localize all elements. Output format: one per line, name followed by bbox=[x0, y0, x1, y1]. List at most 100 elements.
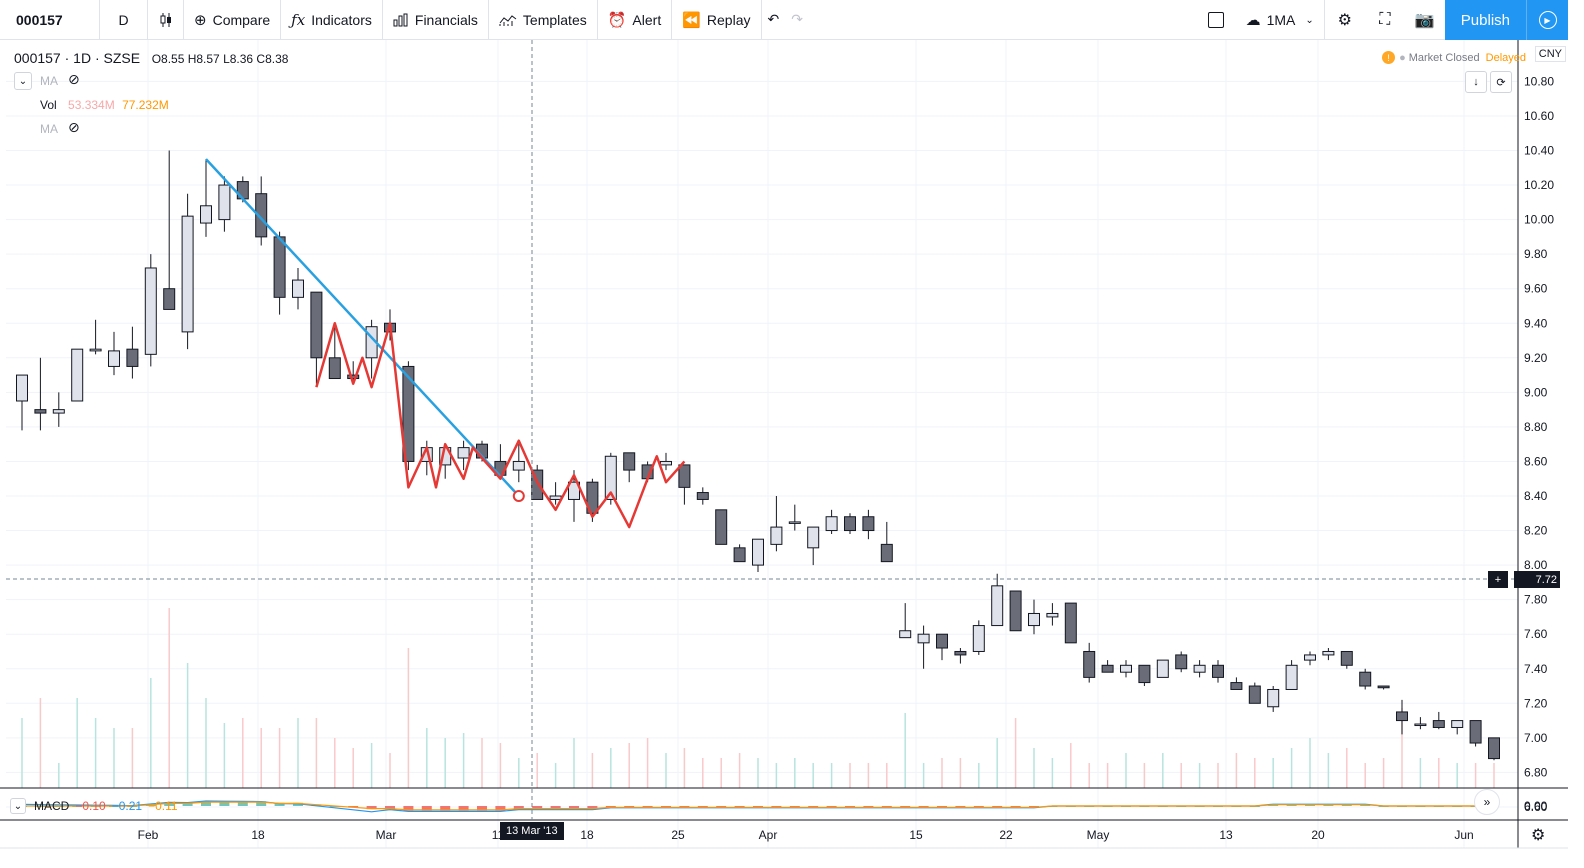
undo-button[interactable]: ↶ bbox=[762, 0, 786, 40]
candle-body bbox=[1267, 688, 1280, 708]
candle-body bbox=[218, 184, 231, 221]
volume-bar bbox=[444, 738, 446, 788]
macd-hist-bar bbox=[182, 802, 193, 806]
arrow-down-icon: ↓ bbox=[1473, 76, 1479, 88]
fullscreen-button[interactable]: ⛶ bbox=[1365, 0, 1405, 40]
x-tick-label: Feb bbox=[138, 828, 159, 842]
volume-bar bbox=[536, 753, 538, 788]
candle-body bbox=[862, 516, 875, 532]
volume-bar bbox=[389, 753, 391, 788]
volume-bar bbox=[205, 698, 207, 788]
volume-bar bbox=[610, 748, 612, 788]
volume-bar bbox=[849, 763, 851, 788]
alarm-clock-icon: ⏰ bbox=[607, 11, 627, 29]
candle-body bbox=[1285, 664, 1298, 690]
candle bbox=[1120, 660, 1132, 678]
candle-body bbox=[1396, 711, 1408, 722]
volume-bar bbox=[150, 678, 152, 788]
volume-bar bbox=[113, 728, 115, 788]
eye-hidden-icon-2[interactable]: ⊘ bbox=[68, 119, 80, 135]
candle bbox=[52, 392, 65, 427]
currency-label[interactable]: CNY bbox=[1534, 46, 1566, 62]
candle bbox=[568, 470, 580, 522]
auto-scale-button[interactable]: ⟳ bbox=[1490, 71, 1512, 93]
chart-type-button[interactable] bbox=[148, 0, 184, 40]
candle bbox=[696, 487, 709, 505]
candle-body bbox=[310, 291, 323, 359]
volume-bar bbox=[1346, 748, 1348, 788]
compare-button[interactable]: ⊕ Compare bbox=[184, 0, 282, 40]
y-tick-label: 8.60 bbox=[1524, 454, 1548, 468]
indicators-label: Indicators bbox=[311, 11, 372, 28]
financials-label: Financials bbox=[414, 11, 478, 28]
templates-button[interactable]: Templates bbox=[489, 0, 598, 40]
market-status: ! ● Market Closed Delayed bbox=[1382, 51, 1526, 64]
eye-hidden-icon[interactable]: ⊘ bbox=[68, 71, 80, 87]
macd-hist-bar bbox=[495, 806, 506, 811]
fullscreen-square-button[interactable] bbox=[1196, 0, 1236, 40]
publish-button[interactable]: Publish bbox=[1444, 0, 1526, 40]
price-chart[interactable]: 10.80 10.60 10.40 10.20 10.00 9.80 9.60 9.40 9.2… bbox=[0, 40, 1584, 868]
candle-body bbox=[788, 521, 801, 524]
info-icon[interactable]: ! bbox=[1382, 51, 1396, 64]
candle-body bbox=[623, 452, 636, 471]
candle-body bbox=[715, 509, 728, 545]
x-tick-label: 22 bbox=[999, 828, 1013, 842]
publish-play-button[interactable]: ▶ bbox=[1526, 0, 1568, 40]
chart-settings-button[interactable]: ⚙ bbox=[1531, 825, 1545, 845]
volume-bar bbox=[518, 758, 520, 788]
symbol-search[interactable]: 000157 bbox=[0, 0, 100, 40]
zigzag-drawing bbox=[315, 322, 686, 529]
financials-button[interactable]: Financials bbox=[383, 0, 489, 40]
candle bbox=[862, 509, 875, 540]
candle-body bbox=[1377, 685, 1390, 689]
vol-value-2: 77.232M bbox=[122, 98, 169, 112]
scroll-down-button[interactable]: ↓ bbox=[1465, 71, 1487, 93]
candle-body bbox=[549, 495, 562, 500]
replay-button[interactable]: ⏪ Replay bbox=[672, 0, 762, 40]
volume-bar bbox=[1382, 758, 1385, 788]
volume-bar bbox=[1033, 748, 1035, 788]
candle-body bbox=[402, 365, 415, 462]
candle bbox=[1340, 650, 1353, 669]
alert-button[interactable]: ⏰ Alert bbox=[598, 0, 673, 40]
macd-zero-label: 0.00 bbox=[1524, 799, 1548, 813]
volume-bars bbox=[21, 608, 1495, 788]
volume-bar bbox=[554, 763, 557, 788]
interval-button[interactable]: D bbox=[100, 0, 148, 40]
volume-bar bbox=[775, 763, 778, 788]
settings-button[interactable]: ⚙ bbox=[1325, 0, 1365, 40]
camera-icon: 📷 bbox=[1414, 12, 1435, 29]
volume-bar bbox=[1106, 763, 1109, 788]
candles bbox=[16, 150, 1500, 761]
volume-bar bbox=[499, 743, 502, 788]
candle bbox=[752, 538, 764, 573]
candle-body bbox=[917, 633, 930, 644]
redo-button[interactable]: ↷ bbox=[785, 0, 809, 40]
candle bbox=[770, 496, 783, 552]
ma-dropdown[interactable]: ☁ 1MA ⌄ bbox=[1236, 0, 1325, 40]
candle bbox=[71, 348, 84, 402]
scroll-right-button[interactable]: » bbox=[1474, 789, 1500, 815]
candle-body bbox=[770, 526, 783, 545]
chevron-down-icon: ⌄ bbox=[18, 75, 28, 87]
collapse-legend-button[interactable]: ⌄ bbox=[14, 72, 32, 90]
volume-bar bbox=[830, 763, 833, 788]
candle-body bbox=[1138, 664, 1151, 684]
candle bbox=[1396, 699, 1408, 735]
snapshot-button[interactable]: 📷 bbox=[1405, 0, 1445, 40]
collapse-macd-button[interactable]: ⌄ bbox=[10, 798, 26, 814]
candle bbox=[1377, 685, 1390, 690]
candle bbox=[181, 193, 194, 350]
volume-bar bbox=[628, 743, 630, 788]
alert-label: Alert bbox=[632, 11, 662, 28]
x-tick-label: 25 bbox=[671, 828, 685, 842]
indicators-button[interactable]: ƒx Indicators bbox=[281, 0, 383, 40]
candle-body bbox=[1414, 723, 1427, 727]
volume-bar bbox=[1162, 753, 1164, 788]
redo-icon: ↷ bbox=[791, 11, 803, 27]
ma-legend: MA bbox=[40, 74, 58, 88]
macd-hist-bar bbox=[550, 806, 561, 810]
candle-body bbox=[347, 374, 360, 380]
candle bbox=[1212, 660, 1224, 683]
